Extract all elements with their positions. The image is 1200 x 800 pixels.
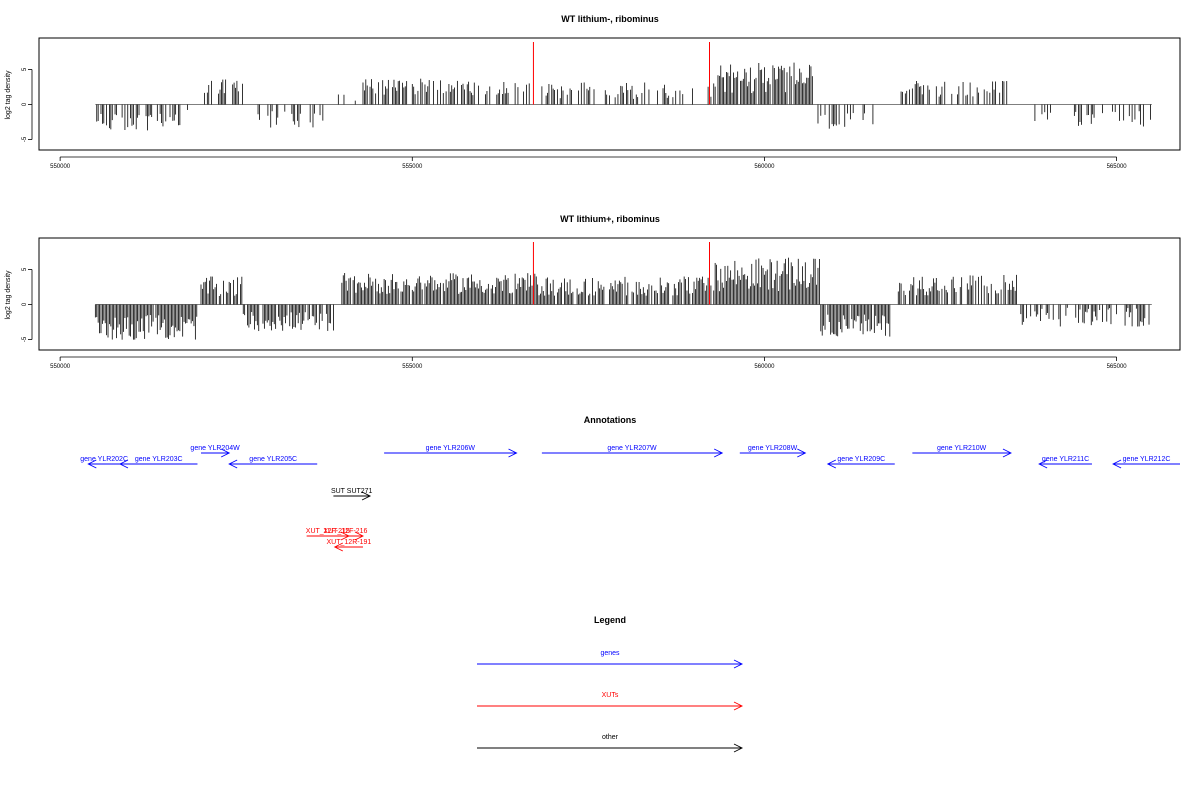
annotation-feature: gene YLR209C [826,456,895,469]
feature-arrowhead [713,448,724,458]
legend-arrowhead [733,701,744,711]
annotation-feature: gene YLR208W [739,445,807,458]
feature-arrowhead [354,531,364,541]
annotations-track: Annotations gene YLR202C gene YLR203Cgene… [80,415,1180,552]
y-tick-label: -5 [22,336,28,342]
position-markers [532,242,711,305]
feature-arrowhead [228,459,238,469]
feature-arrowhead [508,448,518,458]
legend-entry: other [477,734,744,753]
x-tick-label: 550000 [50,164,71,170]
feature-label: gene YLR203C [135,456,183,463]
density-bars [94,257,1152,340]
annotation-feature: XUT_12F-216 [323,528,367,541]
y-tick-label: 0 [22,102,28,106]
feature-arrowhead [220,448,231,458]
panel-title: WT lithium-, ribominus [561,14,659,24]
feature-arrowhead [1112,459,1122,469]
feature-label: SUT SUT271 [331,488,373,495]
legend: Legend genes XUTs other [477,615,744,753]
x-tick-label: 555000 [402,164,423,170]
feature-label: gene YLR204W [190,445,240,452]
feature-arrowhead [87,459,97,469]
y-tick-label: 5 [22,67,28,71]
feature-label: gene YLR209C [837,456,885,463]
x-axis: 550000 555000 560000 565000 [50,356,1128,370]
feature-arrowhead [797,448,807,458]
legend-entry: XUTs [477,692,744,711]
annotation-feature: gene YLR206W [384,445,518,458]
annotation-feature: gene YLR205C [228,456,318,469]
feature-arrowhead [361,491,372,501]
feature-label: gene YLR202C [80,456,128,463]
y-axis: -5 0 5 [22,67,33,142]
x-tick-label: 550000 [50,364,71,370]
feature-arrowhead [1038,459,1048,469]
annotation-feature: gene YLR212C [1112,456,1180,469]
feature-label: gene YLR206W [426,445,476,452]
x-axis: 550000 555000 560000 565000 [50,156,1128,170]
annotation-feature: XUT_12R-191 [327,539,372,552]
legend-title: Legend [594,615,626,625]
density-bars [95,62,1152,131]
annotation-feature: gene YLR202C [80,456,128,469]
feature-label: gene YLR211C [1042,456,1089,463]
feature-label: gene YLR212C [1123,456,1171,463]
y-tick-label: 5 [22,267,28,271]
legend-label: other [602,734,619,741]
feature-label: gene YLR205C [249,456,297,463]
x-tick-label: 565000 [1107,164,1128,170]
track-panel-lithium-plus: WT lithium+, ribominus log2 tag density … [5,214,1181,370]
feature-arrowhead [826,459,837,469]
legend-arrowhead [733,743,744,753]
annotation-feature: gene YLR210W [912,445,1012,458]
annotations-title: Annotations [584,415,637,425]
y-axis: -5 0 5 [22,267,33,342]
annotation-features: gene YLR202C gene YLR203C gene YLR204W gene… [80,445,1180,552]
x-tick-label: 565000 [1107,364,1128,370]
track-panel-lithium-minus: WT lithium-, ribominus log2 tag density … [5,14,1181,170]
legend-arrowhead [733,659,744,669]
plot-frame [38,37,1181,151]
annotation-feature: gene YLR211C [1038,456,1092,469]
feature-arrowhead [1002,448,1012,458]
x-tick-label: 555000 [402,364,423,370]
annotation-feature: SUT SUT271 [331,488,373,501]
y-axis-label: log2 tag density [5,70,12,120]
feature-arrowhead [118,459,129,469]
feature-label: XUT_12R-191 [327,539,372,546]
y-tick-label: -5 [22,136,28,142]
feature-label: gene YLR210W [937,445,987,452]
feature-label: gene YLR207W [607,445,657,452]
x-tick-label: 560000 [754,164,775,170]
x-tick-label: 560000 [754,364,775,370]
feature-label: XUT_12F-215 [306,528,350,535]
feature-arrowhead [333,542,344,552]
legend-entries: genes XUTs other [477,650,744,753]
annotation-feature: gene YLR207W [541,445,724,458]
annotation-feature: gene YLR204W [190,445,240,458]
legend-label: XUTs [602,692,619,699]
feature-label: gene YLR208W [748,445,798,452]
y-axis-label: log2 tag density [5,270,12,320]
panel-title: WT lithium+, ribominus [560,214,660,224]
legend-label: genes [600,650,620,657]
legend-entry: genes [477,650,744,669]
y-tick-label: 0 [22,302,28,306]
feature-label: XUT_12F-216 [323,528,367,535]
annotation-feature: gene YLR203C [118,456,198,469]
plot-frame [38,237,1181,351]
position-markers [532,42,711,105]
